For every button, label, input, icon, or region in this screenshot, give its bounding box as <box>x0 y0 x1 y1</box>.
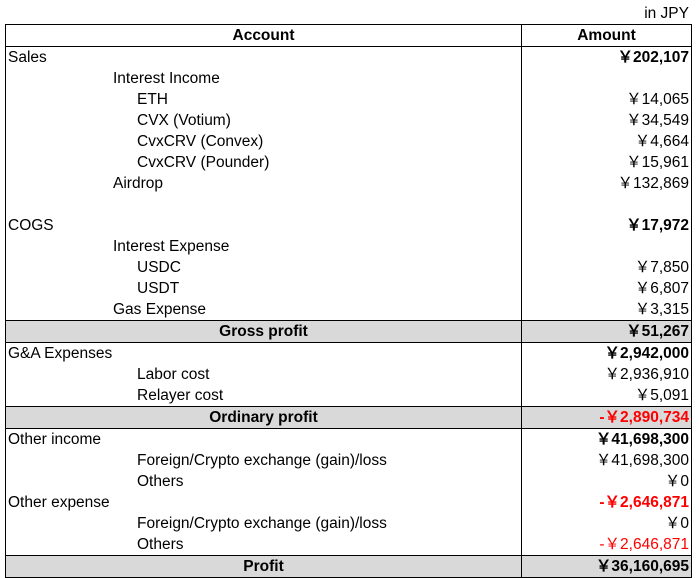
amount-cell <box>521 194 692 215</box>
table-row: USDC ￥7,850 <box>5 257 692 278</box>
amount-cell: ￥34,549 <box>521 110 692 131</box>
table-row: Labor cost ￥2,936,910 <box>5 364 692 385</box>
amount-cell: ￥2,936,910 <box>521 364 692 385</box>
subtotal-row: Ordinary profit -￥2,890,734 <box>5 406 692 429</box>
table-row <box>5 194 692 215</box>
table-row: CvxCRV (Convex) ￥4,664 <box>5 131 692 152</box>
table-row: Foreign/Crypto exchange (gain)/loss ￥0 <box>5 513 692 534</box>
account-cell: Profit <box>5 555 522 578</box>
table-row: Gas Expense ￥3,315 <box>5 299 692 321</box>
account-cell: Interest Income <box>5 68 522 89</box>
amount-cell: -￥2,646,871 <box>521 492 692 513</box>
table-row: ETH ￥14,065 <box>5 89 692 110</box>
table-row: Sales ￥202,107 <box>5 46 692 68</box>
amount-cell: ￥6,807 <box>521 278 692 299</box>
table-row: COGS ￥17,972 <box>5 215 692 236</box>
amount-cell: ￥41,698,300 <box>521 428 692 450</box>
account-cell: Others <box>5 471 522 492</box>
account-cell: CVX (Votium) <box>5 110 522 131</box>
account-cell: CvxCRV (Convex) <box>5 131 522 152</box>
subtotal-row: Profit ￥36,160,695 <box>5 555 692 578</box>
amount-cell <box>521 68 692 89</box>
amount-cell: ￥14,065 <box>521 89 692 110</box>
amount-column-header: Amount <box>521 24 692 47</box>
table-row: Other expense -￥2,646,871 <box>5 492 692 513</box>
amount-cell: ￥36,160,695 <box>521 555 692 578</box>
amount-cell: ￥15,961 <box>521 152 692 173</box>
amount-cell: ￥0 <box>521 513 692 534</box>
amount-cell: ￥51,267 <box>521 320 692 343</box>
account-cell: Gross profit <box>5 320 522 343</box>
currency-unit-label: in JPY <box>644 5 689 22</box>
table-header-row: Account Amount <box>5 24 692 47</box>
table-row: Other income ￥41,698,300 <box>5 428 692 450</box>
subtotal-row: Gross profit ￥51,267 <box>5 320 692 343</box>
account-cell: G&A Expenses <box>5 342 522 364</box>
account-cell: Foreign/Crypto exchange (gain)/loss <box>5 450 522 471</box>
table-row: Airdrop ￥132,869 <box>5 173 692 194</box>
table-row: Interest Expense <box>5 236 692 257</box>
amount-cell: -￥2,890,734 <box>521 406 692 429</box>
account-cell: USDT <box>5 278 522 299</box>
account-column-header: Account <box>5 24 522 47</box>
amount-cell: ￥0 <box>521 471 692 492</box>
account-cell: Relayer cost <box>5 385 522 407</box>
account-cell: Other income <box>5 428 522 450</box>
amount-cell: ￥41,698,300 <box>521 450 692 471</box>
account-cell: Labor cost <box>5 364 522 385</box>
account-cell: CvxCRV (Pounder) <box>5 152 522 173</box>
table-row: Others ￥0 <box>5 471 692 492</box>
account-cell: Other expense <box>5 492 522 513</box>
account-cell: Gas Expense <box>5 299 522 321</box>
amount-cell: ￥17,972 <box>521 215 692 236</box>
account-cell: Sales <box>5 46 522 68</box>
account-cell: ETH <box>5 89 522 110</box>
account-cell: Others <box>5 534 522 556</box>
amount-cell: ￥132,869 <box>521 173 692 194</box>
amount-cell: ￥2,942,000 <box>521 342 692 364</box>
amount-cell: ￥4,664 <box>521 131 692 152</box>
table-row: Interest Income <box>5 68 692 89</box>
amount-cell: -￥2,646,871 <box>521 534 692 556</box>
table-body: Sales ￥202,107 Interest Income ETH ￥14,065 CV… <box>5 46 692 578</box>
table-row: CVX (Votium) ￥34,549 <box>5 110 692 131</box>
table-row: Foreign/Crypto exchange (gain)/loss ￥41,6… <box>5 450 692 471</box>
amount-cell: ￥202,107 <box>521 46 692 68</box>
amount-cell <box>521 236 692 257</box>
table-row: Relayer cost ￥5,091 <box>5 385 692 407</box>
account-cell: COGS <box>5 215 522 236</box>
table-row: CvxCRV (Pounder) ￥15,961 <box>5 152 692 173</box>
amount-cell: ￥5,091 <box>521 385 692 407</box>
amount-cell: ￥7,850 <box>521 257 692 278</box>
table-row: Others -￥2,646,871 <box>5 534 692 556</box>
account-cell: Foreign/Crypto exchange (gain)/loss <box>5 513 522 534</box>
account-cell: Interest Expense <box>5 236 522 257</box>
account-cell <box>5 194 522 215</box>
amount-cell: ￥3,315 <box>521 299 692 321</box>
account-cell: USDC <box>5 257 522 278</box>
account-cell: Ordinary profit <box>5 406 522 429</box>
profit-loss-table: Account Amount Sales ￥202,107 Interest Inc… <box>5 24 692 578</box>
table-row: USDT ￥6,807 <box>5 278 692 299</box>
table-row: G&A Expenses ￥2,942,000 <box>5 342 692 364</box>
account-cell: Airdrop <box>5 173 522 194</box>
